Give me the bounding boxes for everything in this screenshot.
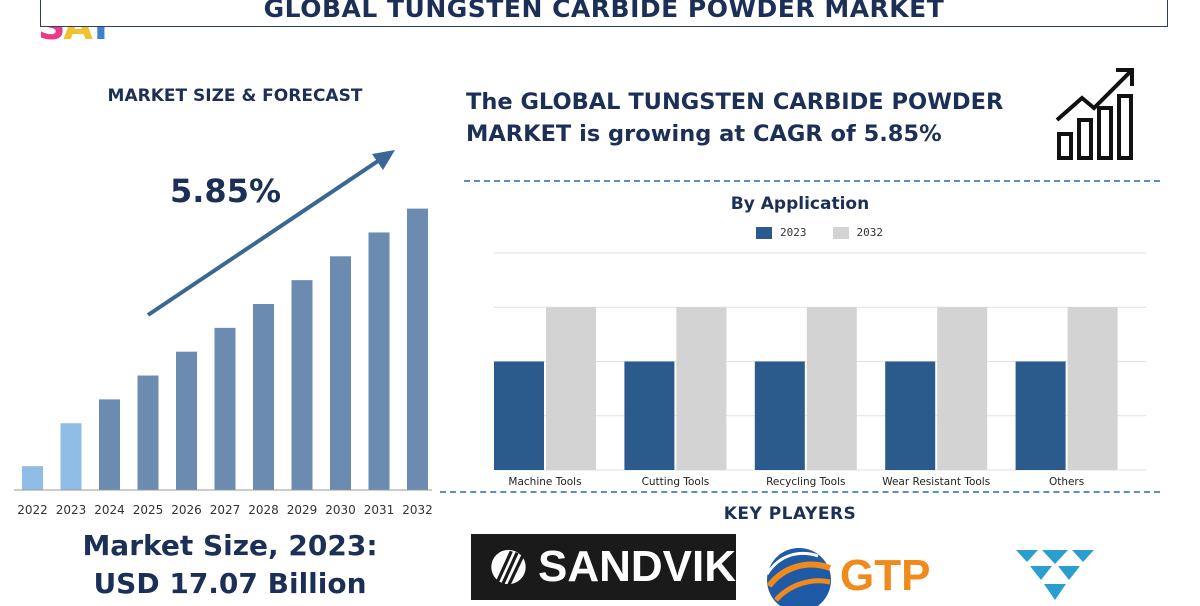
page-title: GLOBAL TUNGSTEN CARBIDE POWDER MARKET	[263, 0, 945, 23]
legend-label-2032: 2032	[856, 226, 884, 239]
sandvik-emblem-icon	[491, 549, 526, 587]
forecast-bar-2022	[22, 466, 43, 490]
forecast-tick-2030: 2030	[325, 503, 356, 517]
forecast-arrowhead	[372, 150, 395, 170]
app-category-label-3: Wear Resistant Tools	[882, 476, 990, 488]
sandvik-wordmark: SANDVIK	[537, 542, 736, 591]
headline-line-2: MARKET is growing at CAGR of 5.85%	[466, 121, 942, 147]
app-bar-2023-4	[1015, 361, 1066, 470]
headline-line-1: The GLOBAL TUNGSTEN CARBIDE POWDER	[466, 89, 1004, 115]
app-category-label-4: Others	[1049, 476, 1084, 488]
forecast-bar-2029	[291, 280, 313, 490]
forecast-bar-2023	[60, 423, 82, 490]
legend-swatch-2032	[832, 226, 849, 239]
application-chart-title: By Application	[730, 194, 870, 214]
app-bar-2032-3	[937, 307, 988, 470]
app-bar-2023-2	[754, 361, 805, 470]
legend-swatch-2023	[756, 226, 772, 239]
forecast-tick-2032: 2032	[402, 503, 433, 517]
forecast-bar-2027	[214, 327, 236, 490]
forecast-tick-2026: 2026	[171, 503, 202, 517]
app-category-label-2: Recycling Tools	[766, 476, 845, 488]
app-bar-2023-1	[624, 361, 675, 470]
cagr-headline: The GLOBAL TUNGSTEN CARBIDE POWDER MARKE…	[466, 86, 1066, 150]
app-bar-2023-0	[494, 361, 544, 470]
forecast-tick-2027: 2027	[210, 503, 241, 517]
forecast-bar-2026	[176, 351, 197, 490]
gtp-logo: GTP	[764, 546, 930, 606]
legend-item-2032: 2032	[832, 226, 884, 239]
divider-bottom	[440, 491, 1160, 493]
forecast-trend-arrow	[146, 155, 386, 317]
forecast-bar-2024	[99, 399, 120, 490]
forecast-bar-2025	[137, 375, 159, 490]
forecast-tick-2025: 2025	[133, 503, 164, 517]
forecast-tick-2031: 2031	[364, 503, 395, 517]
growth-chart-icon	[1055, 68, 1134, 160]
gtp-globe-icon	[765, 548, 832, 606]
app-bar-2023-3	[885, 361, 936, 470]
forecast-heading: MARKET SIZE & FORECAST	[107, 86, 363, 106]
forecast-tick-2023: 2023	[56, 503, 87, 517]
application-chart-legend: 2023 2032	[756, 226, 903, 239]
triangle-logo-icon	[1016, 550, 1094, 600]
app-category-label-0: Machine Tools	[508, 476, 581, 488]
key-players-heading: KEY PLAYERS	[723, 504, 857, 524]
forecast-bar-2030	[330, 256, 351, 490]
forecast-tick-2022: 2022	[17, 503, 48, 517]
app-category-label-1: Cutting Tools	[642, 476, 710, 488]
legend-label-2023: 2023	[780, 226, 807, 239]
forecast-tick-2024: 2024	[94, 503, 125, 517]
forecast-tick-2028: 2028	[248, 503, 279, 517]
forecast-bar-2032	[407, 208, 428, 490]
market-size-line-1: Market Size, 2023:	[82, 529, 378, 562]
forecast-bar-chart: 2022 2023 2024 2025 2026 2027 2028 2029 2030 2031…	[14, 150, 433, 517]
app-bar-2032-4	[1067, 307, 1118, 470]
cagr-annotation: 5.85%	[170, 172, 282, 210]
app-bar-2032-1	[676, 307, 727, 470]
market-size-text: Market Size, 2023: USD 17.07 Billion	[20, 527, 440, 603]
app-bar-2032-0	[546, 307, 596, 470]
title-bar: GLOBAL TUNGSTEN CARBIDE POWDER MARKET	[40, 0, 1168, 27]
legend-item-2023: 2023	[756, 226, 807, 239]
application-bar-chart: Machine Tools Cutting Tools Recycling Tool…	[494, 252, 1146, 488]
gtp-wordmark: GTP	[840, 551, 931, 600]
market-size-line-2: USD 17.07 Billion	[93, 567, 367, 600]
forecast-tick-2029: 2029	[287, 503, 318, 517]
app-bar-2032-2	[806, 307, 857, 470]
sandvik-logo: SANDVIK	[471, 534, 736, 600]
forecast-bar-2031	[368, 232, 390, 490]
forecast-bar-2028	[253, 304, 274, 490]
divider-top	[464, 180, 1160, 182]
